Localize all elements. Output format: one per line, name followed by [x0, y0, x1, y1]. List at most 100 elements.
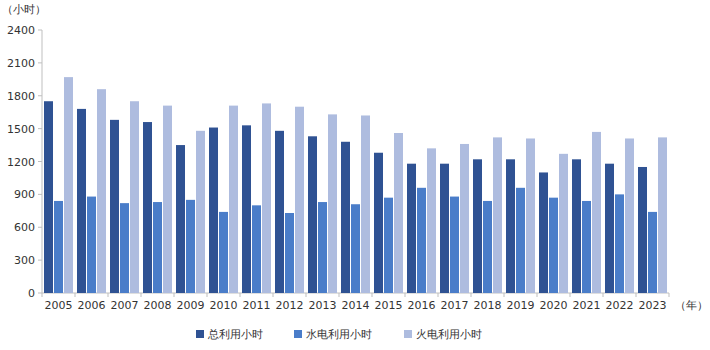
x-tick-label: 2010 [210, 299, 238, 312]
x-tick [174, 293, 175, 297]
bar [318, 202, 327, 293]
y-tick [38, 293, 42, 294]
x-tick-label: 2006 [78, 299, 106, 312]
x-tick [537, 293, 538, 297]
x-tick [669, 293, 670, 297]
x-tick [108, 293, 109, 297]
bar [120, 203, 129, 293]
x-tick [42, 293, 43, 297]
bar [516, 188, 525, 293]
bar [196, 131, 205, 293]
y-tick [38, 194, 42, 195]
y-tick [38, 30, 42, 31]
bar [44, 101, 53, 293]
x-tick-label: 2014 [342, 299, 370, 312]
bar [219, 212, 228, 293]
y-tick [38, 227, 42, 228]
bar [440, 164, 449, 293]
y-tick [38, 260, 42, 261]
bar [186, 200, 195, 293]
bar [351, 204, 360, 293]
bar [308, 136, 317, 293]
bar [209, 128, 218, 293]
bar [110, 120, 119, 293]
x-tick [273, 293, 274, 297]
bar [417, 188, 426, 293]
bar [483, 201, 492, 293]
bar [658, 137, 667, 293]
bar [473, 159, 482, 293]
bar [592, 132, 601, 293]
bar [262, 103, 271, 293]
bar [295, 107, 304, 293]
x-tick-label: 2023 [639, 299, 667, 312]
y-tick-label: 0 [28, 287, 35, 300]
x-tick [570, 293, 571, 297]
chart: 030060090012001500180021002400（小时）200520… [0, 0, 710, 350]
bar [153, 202, 162, 293]
x-tick-label: 2016 [408, 299, 436, 312]
x-tick-label: 2011 [243, 299, 271, 312]
y-tick-label: 2100 [7, 57, 35, 70]
legend-swatch [196, 330, 204, 338]
x-tick-label: 2022 [606, 299, 634, 312]
bar [384, 198, 393, 293]
legend-swatch [294, 330, 302, 338]
x-tick-label: 2008 [144, 299, 172, 312]
bar [54, 201, 63, 293]
bar [582, 201, 591, 293]
y-tick-label: 1500 [7, 123, 35, 136]
bar [97, 89, 106, 293]
bar [77, 109, 86, 293]
x-tick [405, 293, 406, 297]
x-tick [306, 293, 307, 297]
y-tick-label: 1800 [7, 90, 35, 103]
y-tick [38, 161, 42, 162]
bar [625, 138, 634, 293]
x-tick [438, 293, 439, 297]
bar [374, 153, 383, 293]
bar [559, 154, 568, 293]
x-tick-label: 2018 [474, 299, 502, 312]
bar [252, 205, 261, 293]
bar [394, 133, 403, 293]
legend-swatch [404, 330, 412, 338]
x-tick [603, 293, 604, 297]
legend-label: 水电利用小时 [306, 328, 372, 341]
y-tick-label: 1200 [7, 156, 35, 169]
x-tick-label: 2005 [45, 299, 73, 312]
bar [176, 145, 185, 293]
bar [427, 148, 436, 293]
bar [143, 122, 152, 293]
x-tick [141, 293, 142, 297]
legend: 总利用小时水电利用小时火电利用小时 [196, 328, 482, 341]
bar [87, 197, 96, 293]
bar [328, 114, 337, 293]
x-tick [504, 293, 505, 297]
x-tick-label: 2015 [375, 299, 403, 312]
bar [229, 106, 238, 293]
x-tick-label: 2019 [507, 299, 535, 312]
bar [493, 137, 502, 293]
bars [44, 77, 667, 293]
bar [615, 194, 624, 293]
y-tick-label: 900 [14, 188, 35, 201]
bar [648, 212, 657, 293]
bar [526, 138, 535, 293]
bar [64, 77, 73, 293]
x-tick [471, 293, 472, 297]
x-tick [339, 293, 340, 297]
bar [539, 172, 548, 293]
bar [605, 164, 614, 293]
bar [130, 101, 139, 293]
bar [242, 125, 251, 293]
x-tick-label: 2007 [111, 299, 139, 312]
x-tick-label: 2009 [177, 299, 205, 312]
x-tick-label: 2013 [309, 299, 337, 312]
y-axis-label: （小时） [2, 3, 46, 16]
x-tick [372, 293, 373, 297]
x-tick [636, 293, 637, 297]
bar [361, 115, 370, 293]
x-tick [207, 293, 208, 297]
bar [638, 167, 647, 293]
